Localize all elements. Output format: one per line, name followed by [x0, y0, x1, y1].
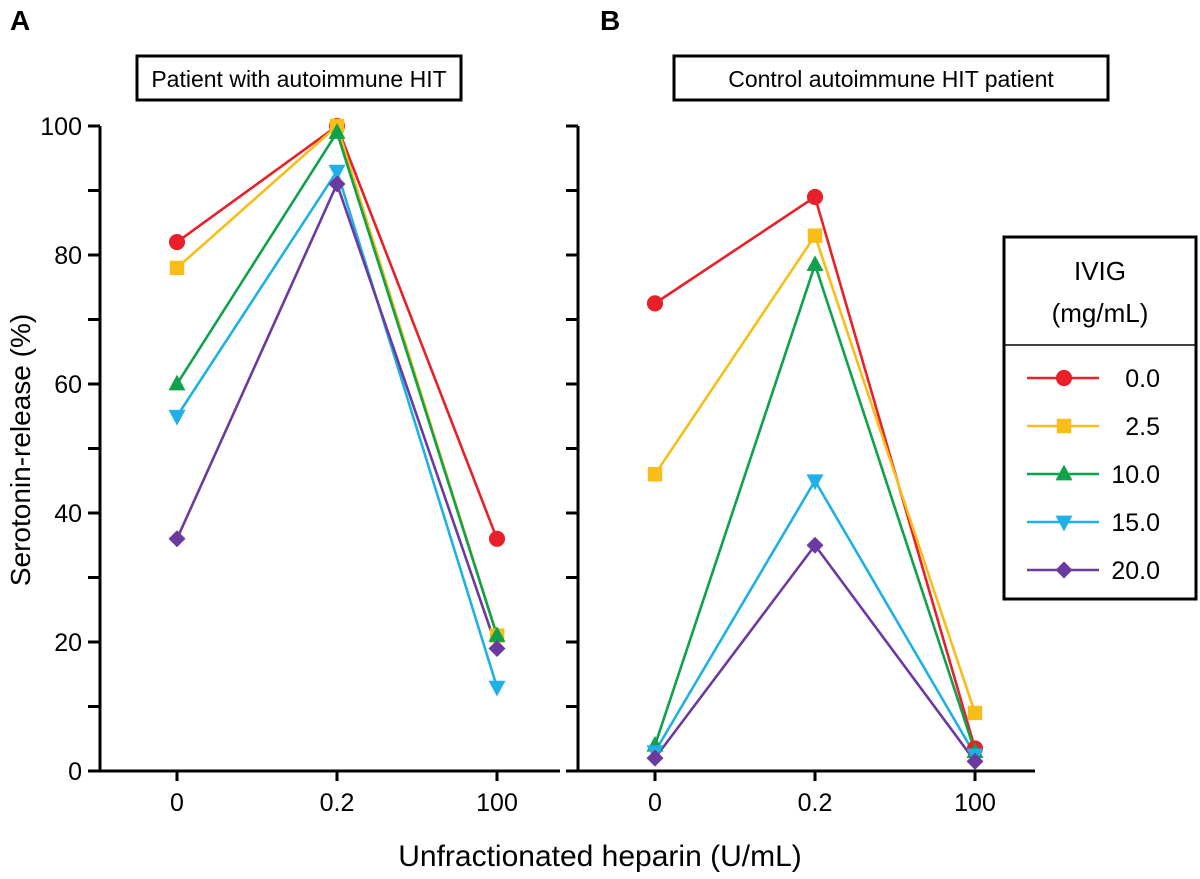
panel-a-point-10.0-0.2 — [328, 123, 346, 139]
panel-a-series-line-15.0 — [175, 169, 499, 688]
panel-a-point-20.0-100 — [488, 639, 506, 657]
panel-a-point-15.0-0.2 — [328, 164, 346, 181]
panel-b: B Control autoimmune HIT patient 0 0.2 100 — [534, 5, 1110, 817]
panel-b-y-axis — [566, 124, 580, 773]
panel-b-x-tick-label: 100 — [954, 789, 996, 817]
panel-b-point-20.0-0.2 — [806, 536, 824, 554]
panel-b-point-15.0-0.2 — [806, 474, 824, 491]
panel-a-point-10.0-0 — [168, 374, 186, 391]
panel-a-x-tick-label: 0 — [170, 789, 184, 817]
legend-title-line1: IVIG — [1074, 256, 1126, 286]
legend-label: 2.5 — [1125, 413, 1160, 441]
panel-a-x-axis: 0 0.2 100 — [98, 769, 560, 817]
legend-marker-square-icon — [1056, 418, 1072, 434]
panel-a-y-tick-label: 20 — [54, 629, 82, 657]
panel-a-series — [168, 117, 506, 697]
legend-entry: 0.0 — [1027, 365, 1160, 393]
panel-a: A Patient with autoimmune HIT 0 20 40 60 80 1… — [10, 5, 560, 817]
panel-a-y-tick-label: 100 — [40, 113, 82, 141]
panel-b-point-20.0-0 — [646, 749, 664, 767]
panel-b-x-tick-label: 0.2 — [798, 789, 833, 817]
panel-a-point-0.0-0 — [168, 234, 186, 251]
legend-entry: 15.0 — [1027, 509, 1160, 537]
panel-b-series — [646, 188, 984, 770]
panel-b-point-0.0-0 — [646, 295, 664, 312]
panel-b-series-line-20.0 — [653, 543, 977, 763]
panel-b-title-box — [672, 54, 1110, 102]
panel-a-point-15.0-0 — [168, 409, 186, 426]
legend-title-line2: (mg/mL) — [1052, 298, 1149, 328]
legend-label: 10.0 — [1111, 461, 1160, 489]
panel-b-x-axis: 0 0.2 100 — [534, 769, 1035, 817]
panel-a-title: Patient with autoimmune HIT — [151, 66, 446, 92]
panel-b-series-line-15.0 — [653, 479, 977, 756]
panel-a-x-tick-label: 0.2 — [320, 789, 355, 817]
x-axis-label: Unfractionated heparin (U/mL) — [398, 840, 802, 873]
panel-a-title-box — [135, 54, 463, 102]
panel-a-y-tick-label: 80 — [54, 242, 82, 270]
legend-entry: 20.0 — [1027, 557, 1160, 585]
legend-entries: 0.0 2.5 10.0 15.0 20.0 — [1027, 365, 1160, 585]
panel-b-point-2.5-0 — [647, 467, 663, 482]
legend-label: 15.0 — [1111, 509, 1160, 537]
panel-label-b: B — [600, 5, 620, 36]
panel-b-series-line-0.0 — [654, 195, 977, 749]
panel-a-point-20.0-0.2 — [328, 175, 346, 193]
panel-a-point-20.0-0 — [168, 530, 186, 548]
y-axis-label: Serotonin-release (%) — [5, 314, 36, 586]
panel-b-point-10.0-0.2 — [806, 255, 824, 272]
panel-b-series-line-10.0 — [653, 263, 977, 753]
panel-b-point-0.0-0.2 — [806, 188, 824, 206]
panel-a-point-15.0-100 — [488, 680, 506, 697]
legend-entry: 2.5 — [1027, 413, 1160, 441]
panel-a-y-tick-label: 40 — [54, 500, 82, 528]
panel-b-title: Control autoimmune HIT patient — [728, 66, 1054, 92]
legend: IVIG (mg/mL) 0.0 2.5 10.0 15.0 20.0 — [1002, 235, 1198, 601]
panel-b-x-tick-label: 0 — [648, 789, 662, 817]
legend-box — [1002, 235, 1198, 601]
legend-marker-triangle-up-icon — [1055, 464, 1073, 481]
panel-b-series-line-2.5 — [653, 234, 977, 714]
legend-marker-circle-icon — [1055, 369, 1073, 387]
panel-a-y-tick-label: 60 — [54, 371, 82, 399]
panel-a-point-10.0-100 — [488, 626, 506, 642]
legend-entry: 10.0 — [1027, 461, 1160, 489]
legend-marker-triangle-down-icon — [1055, 515, 1073, 532]
panel-b-point-2.5-100 — [967, 705, 983, 721]
panel-label-a: A — [10, 5, 30, 36]
panel-a-x-tick-label: 100 — [476, 789, 518, 817]
panel-a-series-line-2.5 — [176, 124, 499, 636]
legend-marker-diamond-icon — [1055, 561, 1073, 579]
panel-b-point-20.0-100 — [966, 752, 984, 770]
panel-b-point-2.5-0.2 — [807, 228, 823, 243]
panel-a-point-0.0-100 — [488, 530, 506, 547]
panel-a-y-axis: 0 20 40 60 80 100 — [40, 113, 102, 786]
panel-a-point-2.5-0 — [169, 260, 185, 276]
legend-label: 0.0 — [1125, 365, 1160, 393]
panel-a-y-tick-label: 0 — [68, 758, 82, 786]
legend-label: 20.0 — [1111, 557, 1160, 585]
